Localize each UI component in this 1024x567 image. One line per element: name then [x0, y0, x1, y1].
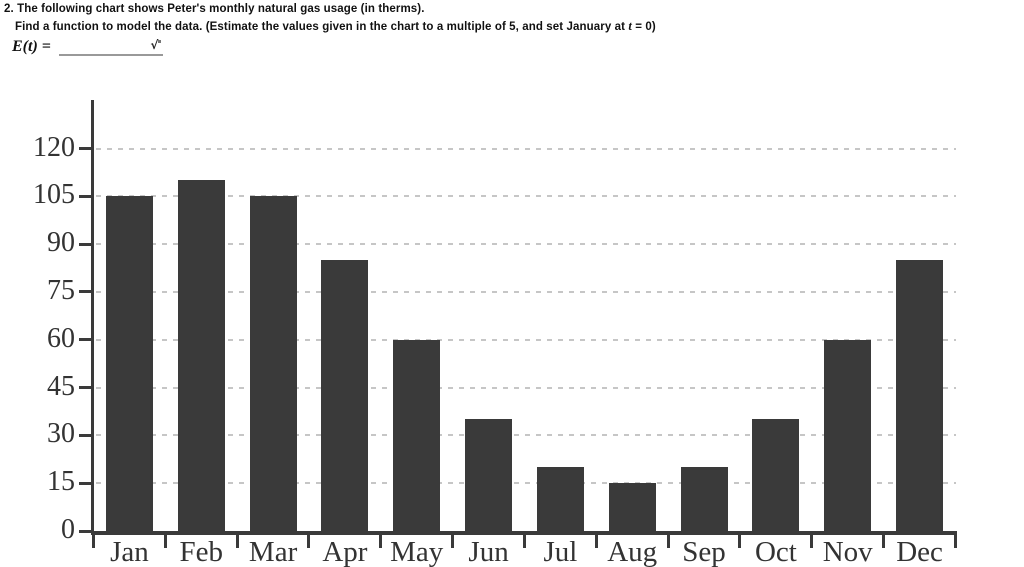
bar-aug [608, 483, 656, 533]
x-tick-0 [92, 533, 95, 548]
bar-may [393, 339, 441, 533]
gridline-105 [96, 195, 956, 198]
gridline-30 [96, 434, 956, 437]
x-tick-2 [235, 533, 239, 548]
y-tick-75 [79, 290, 92, 294]
x-label-apr: Apr [322, 536, 368, 567]
x-tick-1 [163, 533, 167, 548]
y-tick-90 [79, 242, 92, 246]
y-tick-label-105: 105 [33, 179, 75, 211]
x-tick-3 [307, 533, 311, 548]
y-axis [91, 100, 94, 534]
y-tick-45 [79, 386, 92, 390]
gridline-75 [96, 290, 956, 293]
answer-label: E(t) = [12, 38, 51, 55]
answer-input[interactable]: √ [59, 38, 164, 56]
y-tick-label-15: 15 [47, 466, 75, 498]
x-label-jul: Jul [543, 536, 578, 567]
bar-oct [752, 419, 800, 533]
bar-feb [177, 180, 225, 533]
bar-nov [824, 339, 872, 533]
y-tick-label-90: 90 [47, 227, 75, 259]
y-tick-60 [79, 338, 92, 342]
bar-jan [105, 196, 153, 533]
question-line-2: Find a function to model the data. (Esti… [15, 19, 656, 34]
y-tick-label-45: 45 [47, 370, 75, 402]
bar-sep [680, 467, 728, 533]
y-tick-label-75: 75 [47, 274, 75, 306]
y-tick-label-0: 0 [61, 514, 75, 545]
y-tick-120 [79, 147, 92, 150]
gridline-15 [96, 482, 956, 485]
sqrt-icon: √ [150, 39, 162, 51]
y-tick-label-60: 60 [47, 322, 75, 354]
x-tick-9 [738, 533, 742, 548]
x-tick-4 [379, 533, 383, 548]
y-tick-0 [79, 529, 92, 533]
x-label-mar: Mar [248, 536, 298, 567]
y-tick-label-30: 30 [47, 418, 75, 450]
bar-jun [465, 419, 513, 533]
x-label-jun: Jun [468, 536, 509, 567]
variable-t: t [628, 19, 632, 33]
question-line-1: 2. The following chart shows Peter's mon… [4, 3, 425, 15]
x-label-dec: Dec [896, 536, 943, 567]
bar-dec [896, 260, 944, 533]
x-tick-12 [953, 533, 957, 548]
x-tick-10 [810, 533, 814, 548]
x-label-sep: Sep [682, 536, 726, 567]
x-label-oct: Oct [754, 536, 797, 567]
y-tick-105 [79, 194, 92, 198]
gridline-60 [96, 338, 956, 341]
x-label-aug: Aug [607, 536, 658, 567]
x-tick-5 [451, 533, 455, 548]
x-tick-7 [594, 533, 598, 548]
gridline-45 [96, 386, 956, 389]
gridline-90 [96, 243, 956, 246]
x-tick-6 [522, 533, 526, 548]
x-label-may: May [390, 536, 444, 567]
y-tick-15 [79, 481, 92, 485]
question-line-2-pre: Find a function to model the data. (Esti… [15, 21, 629, 33]
x-tick-8 [666, 533, 670, 548]
y-tick-30 [79, 433, 92, 437]
bar-jul [536, 467, 584, 533]
x-label-nov: Nov [822, 536, 873, 567]
question-line-2-post: = 0) [631, 21, 656, 33]
bar-mar [249, 196, 297, 533]
x-label-feb: Feb [179, 536, 223, 567]
bar-apr [321, 260, 369, 533]
gas-usage-bar-chart: 0 15 30 45 60 75 90 105 120 Jan Feb Mar Apr May Jun Jul… [0, 100, 1024, 567]
answer-row: E(t) = √ [12, 38, 164, 62]
question-text: The following chart shows Peter's monthl… [17, 3, 425, 15]
x-tick-11 [882, 533, 886, 548]
question-number: 2. [4, 3, 14, 15]
x-label-jan: Jan [110, 536, 149, 567]
y-tick-label-120: 120 [33, 131, 75, 163]
gridline-120 [96, 147, 956, 150]
